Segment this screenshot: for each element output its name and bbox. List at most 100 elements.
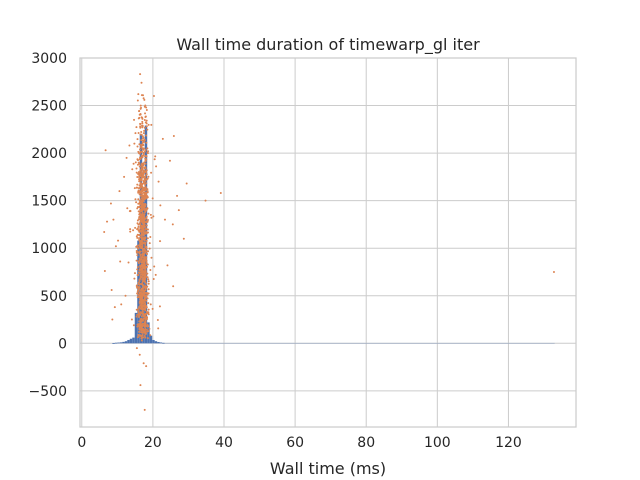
scatter-point bbox=[145, 230, 148, 233]
scatter-point bbox=[135, 171, 138, 174]
chart-title: Wall time duration of timewarp_gl iter bbox=[176, 35, 480, 55]
scatter-point bbox=[140, 293, 143, 296]
scatter-point bbox=[138, 162, 141, 165]
scatter-point bbox=[158, 305, 161, 308]
scatter-point bbox=[141, 247, 144, 250]
scatter-point bbox=[140, 81, 143, 84]
scatter-point bbox=[139, 194, 142, 197]
scatter-point bbox=[138, 193, 141, 196]
histogram-bar bbox=[112, 343, 115, 344]
scatter-point bbox=[139, 307, 142, 310]
scatter-point bbox=[140, 156, 143, 159]
scatter-point bbox=[138, 244, 141, 247]
scatter-point bbox=[140, 303, 143, 306]
scatter-point bbox=[143, 194, 146, 197]
scatter-point bbox=[144, 115, 147, 118]
scatter-point bbox=[137, 229, 140, 232]
scatter-point bbox=[166, 264, 169, 267]
scatter-point bbox=[143, 147, 146, 150]
scatter-point bbox=[141, 267, 144, 270]
scatter-point bbox=[138, 110, 141, 113]
scatter-point bbox=[136, 205, 139, 208]
scatter-point bbox=[147, 288, 150, 291]
histogram-bar bbox=[119, 342, 123, 344]
scatter-point bbox=[148, 327, 151, 330]
scatter-point bbox=[145, 259, 148, 262]
scatter-point bbox=[137, 308, 140, 311]
histogram-bar bbox=[122, 341, 125, 344]
scatter-point bbox=[135, 284, 138, 287]
scatter-point bbox=[111, 318, 114, 321]
scatter-point bbox=[138, 294, 141, 297]
x-tick-label: 80 bbox=[357, 435, 375, 451]
y-tick-label: 2500 bbox=[31, 99, 67, 115]
scatter-point bbox=[144, 327, 147, 330]
scatter-point bbox=[141, 201, 144, 204]
scatter-point bbox=[140, 192, 143, 195]
scatter-point bbox=[117, 239, 120, 242]
scatter-point bbox=[137, 223, 140, 226]
scatter-point bbox=[145, 119, 148, 122]
scatter-point bbox=[145, 196, 148, 199]
x-axis-label: Wall time (ms) bbox=[270, 459, 386, 478]
scatter-point bbox=[103, 231, 106, 234]
scatter-point bbox=[142, 256, 145, 259]
scatter-point bbox=[136, 265, 139, 268]
scatter-point bbox=[140, 168, 143, 171]
scatter-point bbox=[142, 328, 145, 331]
scatter-point bbox=[142, 336, 145, 339]
histogram-bar bbox=[129, 338, 133, 344]
scatter-point bbox=[172, 134, 175, 137]
x-axis: 0 20 40 60 80 100 120 bbox=[77, 435, 521, 451]
scatter-point bbox=[134, 161, 137, 164]
scatter-point bbox=[144, 266, 147, 269]
scatter-point bbox=[141, 117, 144, 120]
scatter-point bbox=[127, 261, 130, 264]
scatter-point bbox=[106, 220, 109, 223]
scatter-point bbox=[104, 149, 107, 152]
scatter-point bbox=[141, 135, 144, 138]
scatter-point bbox=[145, 252, 148, 255]
scatter-point bbox=[139, 271, 142, 274]
scatter-point bbox=[136, 296, 139, 299]
scatter-point bbox=[143, 119, 146, 122]
scatter-point bbox=[145, 108, 148, 111]
scatter-point bbox=[141, 124, 144, 127]
scatter-point bbox=[138, 320, 141, 323]
scatter-point bbox=[137, 210, 140, 213]
scatter-point bbox=[137, 334, 140, 337]
scatter-point bbox=[157, 327, 160, 330]
scatter-points bbox=[103, 73, 555, 411]
scatter-point bbox=[163, 218, 166, 221]
scatter-point bbox=[143, 150, 146, 153]
scatter-point bbox=[140, 291, 143, 294]
scatter-point bbox=[140, 276, 143, 279]
scatter-point bbox=[138, 269, 141, 272]
scatter-point bbox=[136, 254, 139, 257]
scatter-point bbox=[143, 280, 146, 283]
scatter-point bbox=[140, 154, 143, 157]
scatter-point bbox=[141, 253, 144, 256]
scatter-point bbox=[113, 306, 116, 309]
scatter-point bbox=[148, 242, 151, 245]
scatter-point bbox=[145, 155, 148, 158]
scatter-point bbox=[140, 133, 143, 136]
scatter-point bbox=[139, 198, 142, 201]
scatter-point bbox=[168, 159, 171, 162]
scatter-point bbox=[143, 218, 146, 221]
scatter-point bbox=[135, 308, 138, 311]
scatter-point bbox=[172, 285, 175, 288]
scatter-point bbox=[139, 186, 142, 189]
scatter-point bbox=[137, 316, 140, 319]
scatter-point bbox=[141, 190, 144, 193]
scatter-point bbox=[140, 236, 143, 239]
scatter-point bbox=[137, 202, 140, 205]
scatter-point bbox=[112, 218, 115, 221]
scatter-point bbox=[147, 308, 150, 311]
scatter-point bbox=[139, 242, 142, 245]
scatter-point bbox=[142, 228, 145, 231]
scatter-point bbox=[136, 286, 139, 289]
scatter-point bbox=[118, 190, 121, 193]
scatter-point bbox=[145, 310, 148, 313]
